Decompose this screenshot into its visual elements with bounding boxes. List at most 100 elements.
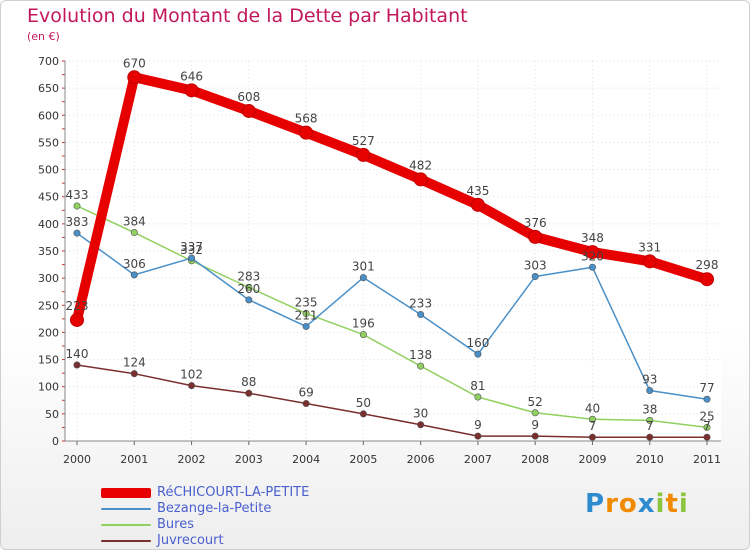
series-0-label-4: 568: [295, 112, 318, 126]
series-1-label-4: 211: [295, 308, 318, 322]
series-1-label-6: 233: [409, 297, 432, 311]
series-0-label-9: 348: [581, 231, 604, 245]
series-3-point-8: [531, 432, 539, 440]
y-tick-label-150: 150: [38, 354, 59, 367]
series-3-label-9: 7: [589, 419, 597, 433]
series-2-label-4: 235: [295, 295, 318, 309]
series-1-label-10: 93: [642, 373, 657, 387]
y-tick-label-200: 200: [38, 326, 59, 339]
series-2-label-5: 196: [352, 317, 375, 331]
y-tick-label-600: 600: [38, 109, 59, 122]
series-1-label-0: 383: [66, 215, 89, 229]
series-0-label-7: 435: [466, 184, 489, 198]
legend-swatch-bures: [101, 524, 151, 526]
series-2-point-10: [646, 416, 654, 424]
series-1-point-4: [302, 322, 310, 330]
series-2-point-4: [302, 309, 310, 317]
series-2-label-8: 52: [528, 395, 543, 409]
series-2-point-9: [588, 415, 596, 423]
series-1-point-9: [588, 263, 596, 271]
y-tick-label-500: 500: [38, 164, 59, 177]
x-tick-label-2008: 2008: [521, 453, 549, 466]
series-1-label-8: 303: [524, 259, 547, 273]
series-3-point-1: [130, 370, 138, 378]
series-0-point-6: [413, 172, 428, 187]
x-tick-label-2001: 2001: [120, 453, 148, 466]
y-tick-label-650: 650: [38, 82, 59, 95]
series-3-label-5: 50: [356, 396, 371, 410]
series-3-point-5: [359, 410, 367, 418]
y-tick-label-350: 350: [38, 245, 59, 258]
series-0-point-2: [184, 83, 199, 98]
series-3-label-11: 7: [703, 419, 711, 433]
series-2-label-10: 38: [642, 402, 657, 416]
y-tick-label-450: 450: [38, 191, 59, 204]
series-1-point-5: [359, 274, 367, 282]
series-0-label-10: 331: [638, 240, 661, 254]
series-0-label-11: 298: [696, 258, 719, 272]
series-3-point-6: [417, 421, 425, 429]
series-3-label-3: 88: [241, 375, 256, 389]
y-tick-label-100: 100: [38, 381, 59, 394]
proxiti-logo: Proxiti: [585, 489, 689, 519]
logo-letter-5: t: [665, 489, 679, 519]
x-tick-label-2002: 2002: [178, 453, 206, 466]
series-0-label-0: 223: [66, 299, 89, 313]
series-3-label-7: 9: [474, 418, 482, 432]
series-2-point-3: [245, 283, 253, 291]
chart-subtitle: (en €): [27, 30, 60, 43]
series-1-point-10: [646, 387, 654, 395]
series-3-label-8: 9: [531, 418, 539, 432]
legend-label-bezange: Bezange-la-Petite: [157, 501, 272, 516]
series-0-label-8: 376: [524, 216, 547, 230]
series-1-label-7: 160: [466, 336, 489, 350]
x-tick-label-2009: 2009: [578, 453, 606, 466]
series-2-label-1: 384: [123, 215, 146, 229]
series-2-label-7: 81: [470, 379, 485, 393]
series-3-point-7: [474, 432, 482, 440]
series-2-point-6: [417, 362, 425, 370]
series-0-label-2: 646: [180, 69, 203, 83]
series-0-point-0: [70, 312, 84, 327]
series-3-point-11: [703, 433, 711, 441]
series-1-label-3: 260: [237, 282, 260, 296]
series-3-point-4: [302, 400, 310, 408]
series-3-label-4: 69: [298, 386, 313, 400]
legend-label-bures: Bures: [157, 517, 194, 532]
series-3-label-0: 140: [66, 347, 89, 361]
series-2-label-3: 283: [237, 269, 260, 283]
series-1-point-2: [188, 254, 196, 262]
series-1-point-6: [417, 311, 425, 319]
series-3-point-9: [588, 433, 596, 441]
series-2-point-0: [73, 202, 81, 210]
series-0-point-7: [470, 197, 485, 212]
series-1-label-1: 306: [123, 257, 146, 271]
x-tick-label-2005: 2005: [349, 453, 377, 466]
series-2-point-5: [359, 331, 367, 339]
series-2-label-0: 433: [66, 188, 89, 202]
series-1-point-3: [245, 296, 253, 304]
series-0-point-5: [356, 147, 371, 162]
series-1-label-5: 301: [352, 260, 375, 274]
logo-letter-2: o: [618, 489, 638, 519]
x-tick-label-2007: 2007: [464, 453, 492, 466]
series-0-label-3: 608: [237, 90, 260, 104]
x-tick-label-2011: 2011: [693, 453, 721, 466]
y-tick-label-550: 550: [38, 136, 59, 149]
series-3-label-6: 30: [413, 407, 428, 421]
series-1-point-8: [531, 273, 539, 281]
series-1-label-9: 320: [581, 249, 604, 263]
series-3-label-1: 124: [123, 356, 146, 370]
series-0-point-8: [528, 229, 543, 244]
series-0-point-9: [585, 245, 600, 260]
series-0-label-6: 482: [409, 158, 432, 172]
series-line-1: [76, 232, 708, 400]
x-tick-label-2000: 2000: [63, 453, 91, 466]
series-line-3: [76, 364, 708, 438]
y-tick-label-0: 0: [52, 435, 59, 448]
y-tick-label-300: 300: [38, 272, 59, 285]
series-1-point-0: [73, 229, 81, 237]
legend-swatch-juvrecourt: [101, 540, 151, 542]
